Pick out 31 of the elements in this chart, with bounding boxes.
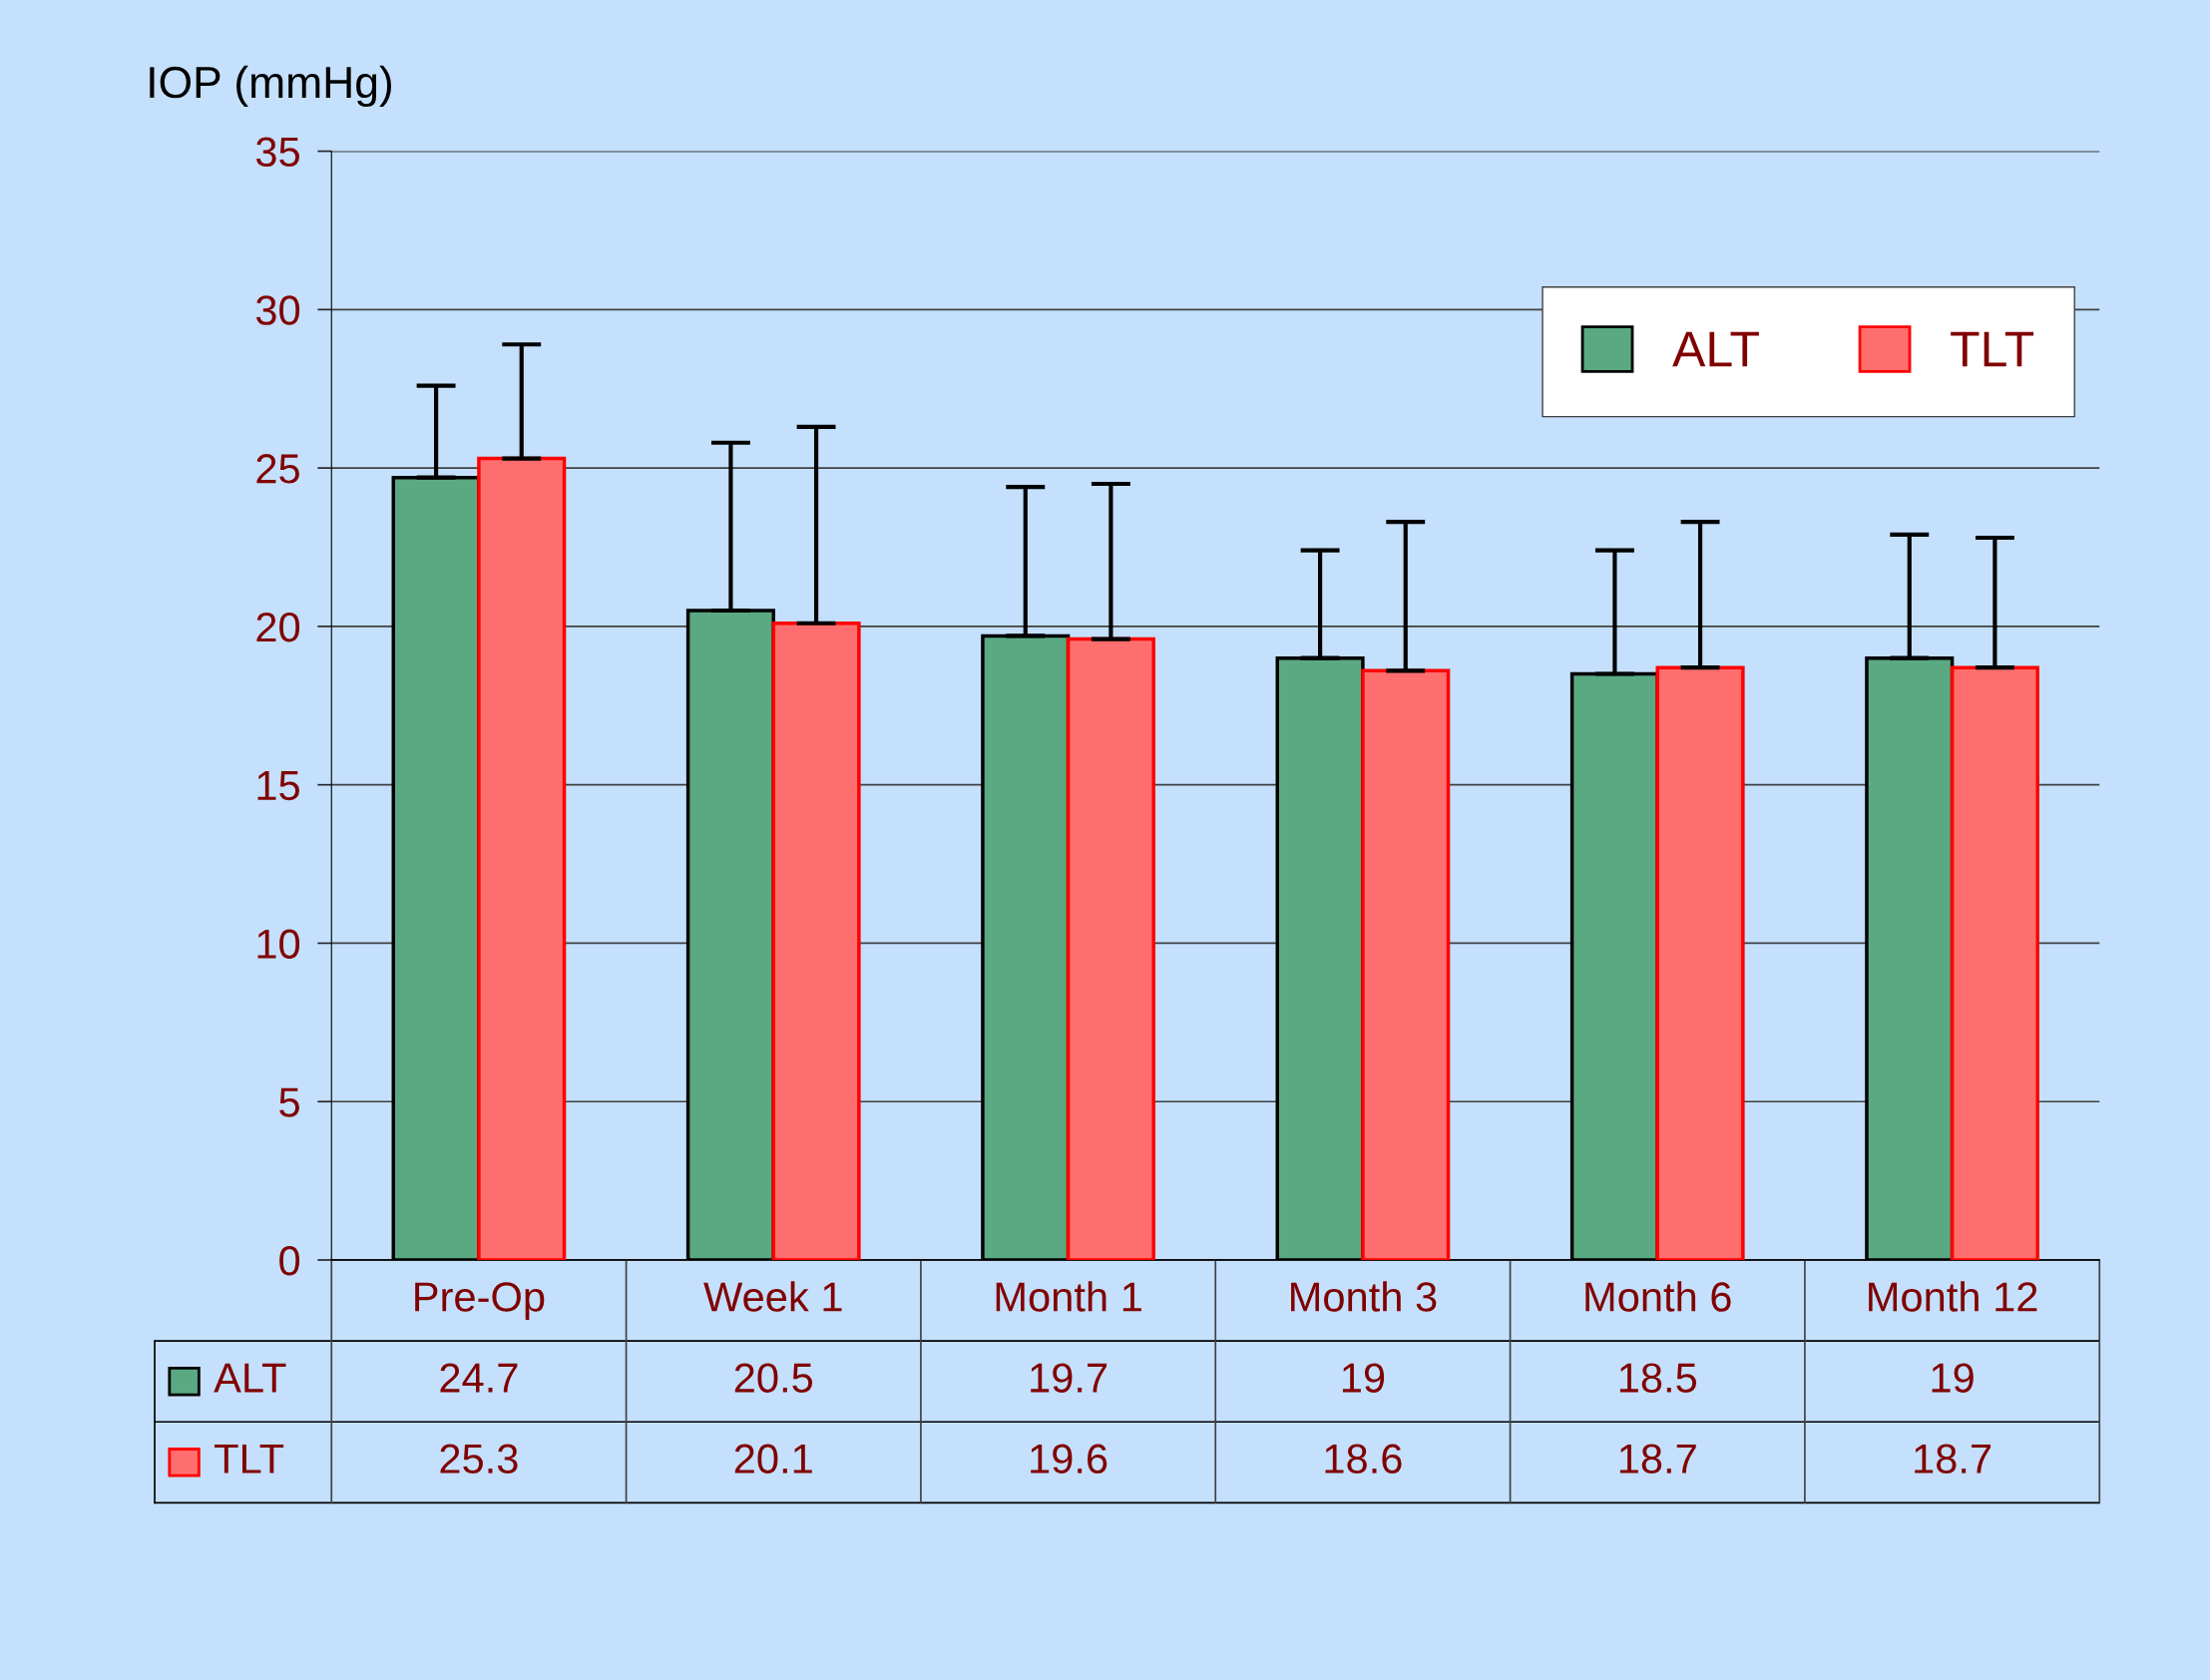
data-label: 19.7 <box>1031 1363 1107 1393</box>
data-label: 20.1 <box>734 1444 812 1474</box>
data-label: 25.3 <box>440 1444 518 1474</box>
legend-label: TLT <box>1951 331 2034 367</box>
data-label: 19 <box>1342 1363 1385 1393</box>
x-tick-label: Month 12 <box>1869 1281 2037 1312</box>
data-label: 20.5 <box>734 1363 813 1393</box>
data-label: 19 <box>1932 1363 1974 1393</box>
data-label: 24.7 <box>440 1363 518 1393</box>
data-label: 18.6 <box>1325 1444 1402 1474</box>
text: TLT <box>215 1444 284 1473</box>
x-tick-label: Month 3 <box>1291 1281 1437 1312</box>
y-tick-label: 10 <box>257 929 300 959</box>
x-tick-label: Week 1 <box>703 1281 842 1312</box>
y-tick-label: 30 <box>255 295 300 325</box>
legend-label: ALT <box>1672 331 1759 367</box>
y-tick-label: 25 <box>256 454 299 484</box>
x-tick-label: Pre-Op <box>415 1282 545 1320</box>
y-tick-label: 20 <box>256 612 300 642</box>
data-label: 19.6 <box>1031 1444 1107 1474</box>
data-label: 18.7 <box>1915 1444 1991 1474</box>
y-axis-title: IOP (mmHg) <box>150 65 392 108</box>
data-label: 18.5 <box>1619 1363 1697 1393</box>
x-tick-label: Month 1 <box>996 1281 1141 1312</box>
y-tick-label: 5 <box>279 1087 299 1117</box>
text: ALT <box>214 1363 286 1393</box>
x-tick-label: Month 6 <box>1585 1281 1731 1312</box>
y-tick-label: 0 <box>279 1246 300 1276</box>
y-tick-label: 15 <box>257 771 299 801</box>
data-label: 18.7 <box>1619 1444 1696 1474</box>
y-tick-label: 35 <box>255 137 299 168</box>
